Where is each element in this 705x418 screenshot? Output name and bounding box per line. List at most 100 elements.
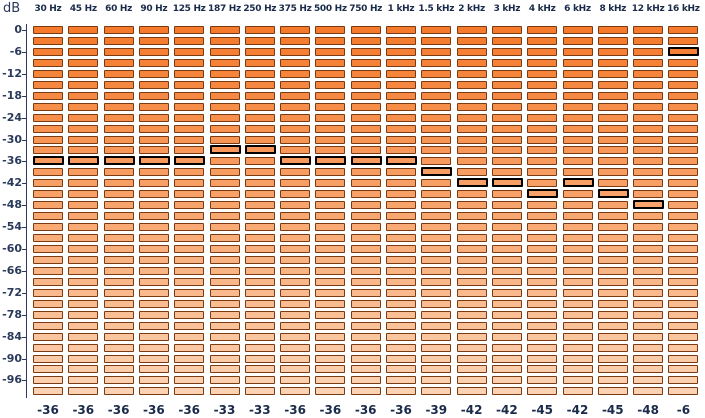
db-scale-tick	[22, 314, 26, 316]
meter-segment	[68, 332, 99, 341]
meter-segment	[174, 69, 205, 78]
db-scale-label: -12	[2, 66, 22, 80]
meter-segment	[280, 26, 311, 34]
meter-segment	[491, 69, 522, 78]
meter-segment	[174, 365, 205, 374]
meter-segment	[138, 332, 169, 341]
meter-segment	[562, 266, 593, 275]
band-peak-readout: -42	[496, 403, 518, 417]
meter-segment	[456, 343, 487, 352]
meter-segment	[174, 321, 205, 330]
meter-segment	[280, 168, 311, 177]
meter-segment	[174, 91, 205, 100]
meter-segment	[209, 58, 240, 67]
meter-segment	[421, 376, 452, 385]
meter-segment	[491, 135, 522, 144]
meter-segment	[527, 245, 558, 253]
meter-segment	[456, 91, 487, 100]
meter-segment	[244, 102, 275, 111]
meter-segment	[456, 80, 487, 89]
meter-segment	[386, 58, 416, 67]
meter-segment	[350, 91, 381, 100]
meter-segment	[527, 168, 558, 177]
db-scale-label: -96	[2, 373, 22, 387]
meter-segment	[33, 179, 63, 188]
meter-segment	[597, 266, 628, 275]
meter-segment	[350, 321, 381, 330]
meter-segment	[350, 190, 381, 199]
meter-segment	[386, 80, 416, 89]
db-scale-label: -6	[9, 44, 22, 58]
meter-segment	[386, 190, 416, 199]
meter-segment	[386, 26, 416, 34]
meter-segment	[491, 113, 522, 122]
meter-segment	[68, 58, 99, 67]
meter-segment	[386, 343, 416, 352]
meter-segment	[456, 26, 487, 34]
meter-segment	[491, 201, 522, 210]
meter-segment	[68, 310, 99, 319]
meter-segment	[421, 157, 452, 166]
meter-segment	[597, 102, 628, 111]
meter-segment	[491, 80, 522, 89]
meter-segment	[244, 201, 275, 210]
peak-hold-marker	[209, 145, 241, 155]
meter-segment	[68, 179, 99, 188]
db-scale-tick	[22, 336, 26, 338]
meter-segment	[138, 146, 169, 155]
meter-segment	[33, 102, 63, 111]
meter-segment	[562, 168, 593, 177]
meter-segment	[33, 58, 63, 67]
peak-hold-marker	[280, 156, 312, 166]
meter-segment	[491, 36, 522, 45]
meter-segment	[315, 365, 346, 374]
meter-segment	[244, 255, 275, 264]
band-peak-readout: -36	[390, 403, 412, 417]
meter-segment	[103, 387, 134, 396]
meter-segment	[33, 124, 63, 133]
band-label: 12 kHz	[631, 4, 665, 14]
meter-segment	[33, 365, 63, 374]
meter-segment	[421, 58, 452, 67]
meter-segment	[421, 47, 452, 56]
meter-segment	[174, 146, 205, 155]
peak-hold-marker	[174, 156, 206, 166]
meter-segment	[138, 387, 169, 396]
meter-segment	[491, 168, 522, 177]
meter-segment	[562, 376, 593, 385]
meter-segment	[456, 321, 487, 330]
meter-segment	[421, 223, 452, 232]
meter-segment	[103, 58, 134, 67]
meter-segment	[491, 354, 522, 363]
meter-segment	[138, 135, 169, 144]
meter-segment	[68, 234, 99, 243]
meter-segment	[456, 245, 487, 253]
meter-segment	[633, 266, 664, 275]
meter-segment	[456, 124, 487, 133]
peak-hold-marker	[633, 200, 665, 210]
meter-segment	[668, 113, 699, 122]
meter-segment	[68, 124, 99, 133]
meter-segment	[209, 387, 240, 396]
meter-segment	[633, 354, 664, 363]
meter-segment	[174, 26, 205, 34]
meter-segment	[386, 299, 416, 308]
meter-segment	[280, 91, 311, 100]
meter-segment	[668, 69, 699, 78]
meter-segment	[315, 255, 346, 264]
meter-segment	[138, 179, 169, 188]
meter-segment	[456, 354, 487, 363]
peak-hold-marker	[244, 145, 276, 155]
meter-segment	[386, 47, 416, 56]
meter-segment	[280, 102, 311, 111]
meter-segment	[244, 266, 275, 275]
meter-segment	[668, 102, 699, 111]
meter-segment	[633, 113, 664, 122]
meter-segment	[138, 234, 169, 243]
meter-segment	[33, 47, 63, 56]
meter-segment	[421, 266, 452, 275]
meter-segment	[633, 26, 664, 34]
meter-segment	[315, 245, 346, 253]
meter-segment	[562, 36, 593, 45]
meter-segment	[421, 113, 452, 122]
